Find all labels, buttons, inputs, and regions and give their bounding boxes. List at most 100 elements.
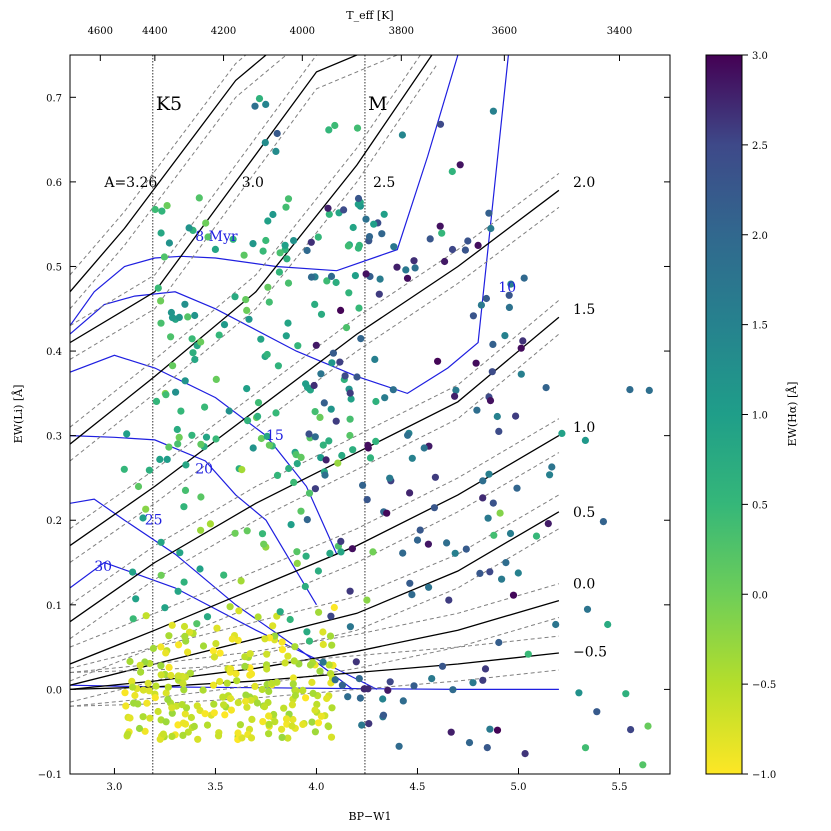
data-point [461, 246, 469, 254]
data-point [359, 481, 367, 489]
data-point [505, 291, 513, 299]
data-point [311, 408, 319, 416]
data-point [346, 389, 354, 397]
y-tick-label: 0.6 [46, 178, 62, 189]
data-point [123, 430, 131, 438]
data-point [349, 446, 357, 454]
data-point [371, 355, 379, 363]
data-point [328, 704, 336, 712]
data-point [320, 399, 328, 407]
data-point [448, 245, 457, 254]
data-point [520, 274, 528, 282]
x-tick-label: 5.0 [511, 782, 527, 793]
data-point [319, 640, 327, 649]
data-point [282, 203, 290, 211]
data-point [307, 238, 315, 246]
data-point [328, 359, 336, 367]
data-point [356, 694, 364, 702]
data-point [331, 121, 339, 130]
data-point [445, 596, 453, 604]
data-point [488, 368, 496, 376]
data-point [257, 335, 265, 343]
data-point [317, 454, 325, 462]
data-point [380, 210, 388, 218]
data-point [290, 478, 298, 486]
data-point [581, 436, 590, 444]
data-point [149, 644, 157, 653]
data-point [204, 233, 212, 241]
data-point [206, 520, 214, 528]
data-point [416, 526, 424, 534]
data-point [486, 568, 494, 576]
data-point [181, 710, 189, 718]
data-point [181, 486, 190, 494]
data-point [141, 727, 149, 735]
data-point [319, 658, 327, 666]
data-point [627, 726, 635, 734]
data-point [338, 681, 346, 689]
data-point [290, 237, 298, 245]
data-point [236, 721, 244, 729]
data-point [546, 471, 554, 479]
li-curve-upper-0-5 [70, 494, 560, 669]
colorbar-tick-label: 1.5 [752, 321, 768, 332]
data-point [473, 406, 481, 414]
data-point [152, 397, 161, 405]
data-point [290, 657, 298, 665]
data-point [486, 397, 495, 405]
data-point [299, 720, 307, 729]
data-point [243, 703, 251, 711]
data-point [278, 733, 286, 742]
data-point [364, 685, 372, 693]
data-point [479, 477, 487, 485]
data-point [338, 451, 346, 460]
li-curve-upper-1-0 [70, 418, 560, 648]
data-point [334, 459, 342, 467]
li-curve-upper-1-5 [70, 299, 560, 606]
data-point [306, 661, 315, 669]
data-point [159, 730, 167, 738]
data-point [265, 720, 273, 729]
data-point [346, 623, 354, 631]
data-point [273, 129, 281, 138]
data-point [372, 397, 380, 406]
data-point [316, 413, 324, 421]
x-tick-label: 3.5 [208, 782, 224, 793]
data-point [501, 332, 509, 340]
data-point [469, 679, 477, 687]
data-point [191, 311, 199, 320]
lithium-curves [70, 55, 560, 707]
data-point [176, 549, 184, 557]
data-point [476, 569, 484, 578]
data-point [193, 620, 201, 628]
data-point [173, 425, 181, 434]
data-point [221, 711, 229, 719]
data-point [262, 100, 270, 108]
data-point [327, 733, 336, 741]
y-axis-title: EW(Li) [Å] [11, 385, 25, 444]
data-point [278, 646, 287, 654]
data-point [161, 604, 169, 612]
data-point [337, 548, 345, 556]
data-point [363, 596, 371, 604]
data-point [348, 545, 356, 553]
data-point [354, 194, 363, 203]
data-point [303, 246, 311, 255]
data-point [257, 434, 265, 443]
data-point [449, 686, 457, 694]
data-point [303, 516, 311, 524]
top-tick-label: 3600 [492, 26, 517, 37]
data-point [464, 237, 472, 245]
data-point [255, 95, 264, 103]
data-point [486, 725, 494, 733]
data-point [289, 715, 297, 724]
data-point [381, 394, 389, 402]
y-tick-label: 0.3 [46, 432, 62, 443]
data-point [293, 460, 301, 468]
data-point [305, 637, 314, 645]
data-point [325, 126, 333, 134]
top-axis-ticks: 4600 4400 4200 4000 3800 3600 3400 [88, 26, 632, 61]
data-point [174, 587, 182, 595]
data-point [490, 531, 498, 539]
data-point [452, 386, 460, 394]
